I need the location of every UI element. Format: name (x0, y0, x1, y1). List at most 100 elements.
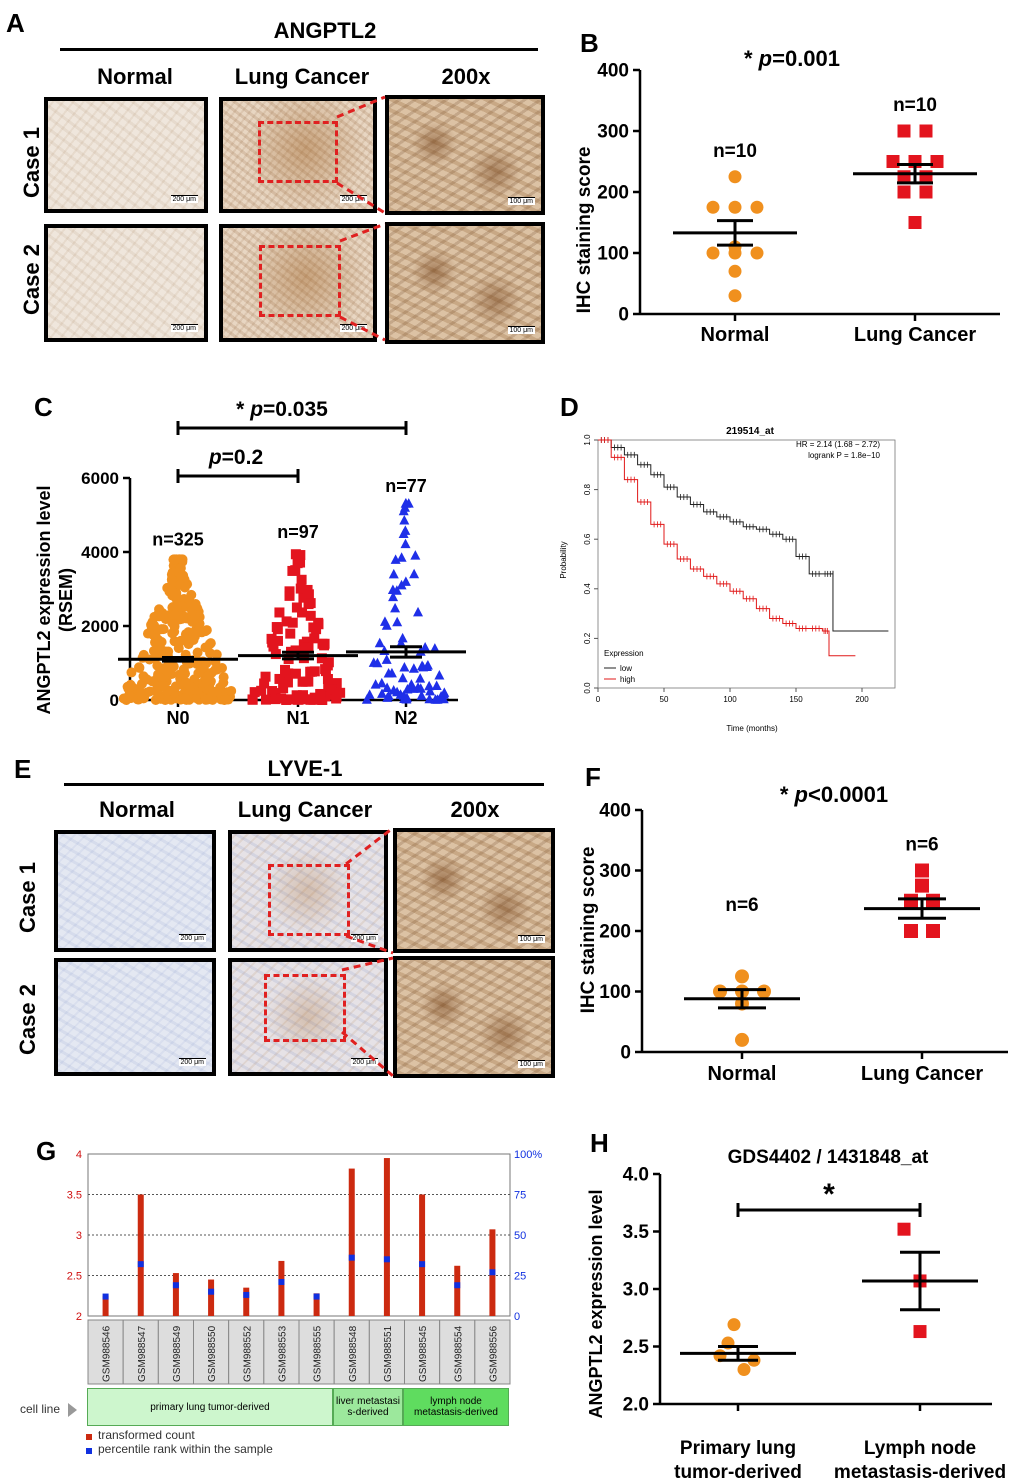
chart-d-logrank: logrank P = 1.8e−10 (808, 451, 880, 460)
bar-transformed-count (172, 1273, 179, 1316)
percentile-marker (489, 1269, 496, 1276)
zoom-line (339, 315, 386, 342)
x-tick-label-line2: metastasis-derived (834, 1462, 1006, 1482)
data-point (166, 574, 177, 585)
data-point (300, 676, 311, 687)
data-point (431, 680, 442, 691)
data-point (915, 863, 929, 878)
panel-letter-g: G (36, 1136, 57, 1166)
data-point (434, 670, 445, 680)
data-point (930, 155, 944, 168)
data-point (175, 563, 186, 574)
percentile-marker (348, 1254, 355, 1261)
y-tick-label: 100 (597, 244, 629, 265)
x-tick-label: Normal (701, 324, 770, 346)
data-point (425, 685, 436, 696)
data-point (181, 677, 192, 688)
percentile-marker (419, 1261, 426, 1268)
percentile-marker (454, 1282, 461, 1289)
data-point (221, 694, 232, 705)
data-point (309, 633, 320, 644)
n-label: n=10 (893, 95, 937, 116)
data-point (141, 674, 152, 685)
bar-transformed-count (243, 1287, 250, 1316)
data-point (728, 246, 742, 260)
n-label: n=97 (277, 522, 319, 542)
sample-label: GSM988546 (102, 1325, 113, 1382)
panel-a-col-normal: Normal (97, 64, 173, 89)
y-tick-label: 0.0 (583, 682, 592, 694)
data-point (402, 684, 413, 694)
scale-bar: 100 μm (507, 197, 535, 205)
sample-label: GSM988545 (418, 1325, 429, 1382)
data-point (396, 552, 407, 562)
sample-label: GSM988549 (172, 1325, 183, 1382)
data-point (919, 124, 933, 138)
micrograph-a-normal-case2: 200 μm (44, 224, 208, 342)
scale-bar: 200 μm (170, 195, 198, 203)
survival-curve-high (598, 439, 856, 657)
data-point (728, 170, 742, 184)
panel-letter-a: A (6, 8, 25, 38)
data-point (163, 646, 174, 657)
percentile-marker (383, 1256, 390, 1263)
zoom-line (341, 1030, 394, 1078)
percentile-marker (172, 1282, 179, 1289)
plot-frame (597, 439, 896, 689)
chart-g-group-liver: liver metastasi s-derived (333, 1388, 403, 1426)
n-label: n=325 (152, 529, 204, 549)
data-point (150, 694, 161, 705)
sample-cell (87, 1319, 124, 1385)
n-label: n=6 (725, 895, 758, 916)
sample-label: GSM988551 (383, 1325, 394, 1382)
percentile-marker (313, 1293, 320, 1300)
data-point (331, 678, 342, 689)
n-label: n=77 (385, 476, 427, 496)
bar-transformed-count (419, 1194, 426, 1316)
data-point (162, 666, 173, 677)
y2-tick-label: 25 (514, 1271, 526, 1283)
data-point (272, 635, 283, 646)
data-point (292, 558, 303, 569)
data-point (408, 663, 419, 673)
data-point (399, 502, 410, 512)
data-point (361, 694, 372, 704)
data-point (335, 687, 346, 698)
sample-label: GSM988553 (277, 1325, 288, 1382)
data-point (388, 684, 399, 695)
data-point (191, 658, 202, 669)
data-point (313, 619, 324, 630)
micrograph-e-zoom-case2: 100 μm (393, 956, 555, 1078)
chart-d-legend-high: high (620, 675, 635, 684)
sample-label: GSM988555 (313, 1325, 324, 1382)
y2-tick-label: 75 (514, 1190, 526, 1202)
y-tick-label: 100 (599, 982, 631, 1003)
data-point (201, 625, 212, 636)
sample-label: GSM988556 (488, 1325, 499, 1382)
bar-transformed-count (313, 1293, 320, 1316)
chart-g: 2 2.5 3 3.5 4 0 25 50 75 100% GSM988546 GSM988547 GS… (67, 1149, 542, 1385)
zoom-line (336, 95, 386, 119)
data-point (320, 691, 331, 702)
zoom-region-box (264, 974, 346, 1042)
data-point (285, 628, 296, 639)
chart-h-title: GDS4402 / 1431848_at (728, 1147, 929, 1168)
data-point (296, 574, 307, 585)
panel-letter-e: E (14, 754, 32, 784)
x-tick-label: 0 (596, 695, 601, 704)
chart-c-annotation-top: * p=0.035 (236, 398, 328, 421)
percentile-marker (243, 1291, 250, 1298)
y-tick-label: 0.4 (583, 583, 592, 595)
panel-letter-f: F (585, 762, 601, 792)
chart-d-hr: HR = 2.14 (1.68 − 2.72) (796, 440, 880, 449)
data-point (134, 662, 145, 673)
data-point (381, 654, 392, 664)
data-point (382, 682, 393, 693)
micrograph-a-normal-case1: 200 μm (44, 97, 208, 213)
x-tick-label: Lung Cancer (854, 324, 976, 346)
bar-transformed-count (348, 1168, 355, 1316)
data-point (429, 643, 440, 653)
data-point (276, 693, 287, 704)
bar-transformed-count (278, 1260, 285, 1316)
sample-cell (474, 1319, 511, 1385)
